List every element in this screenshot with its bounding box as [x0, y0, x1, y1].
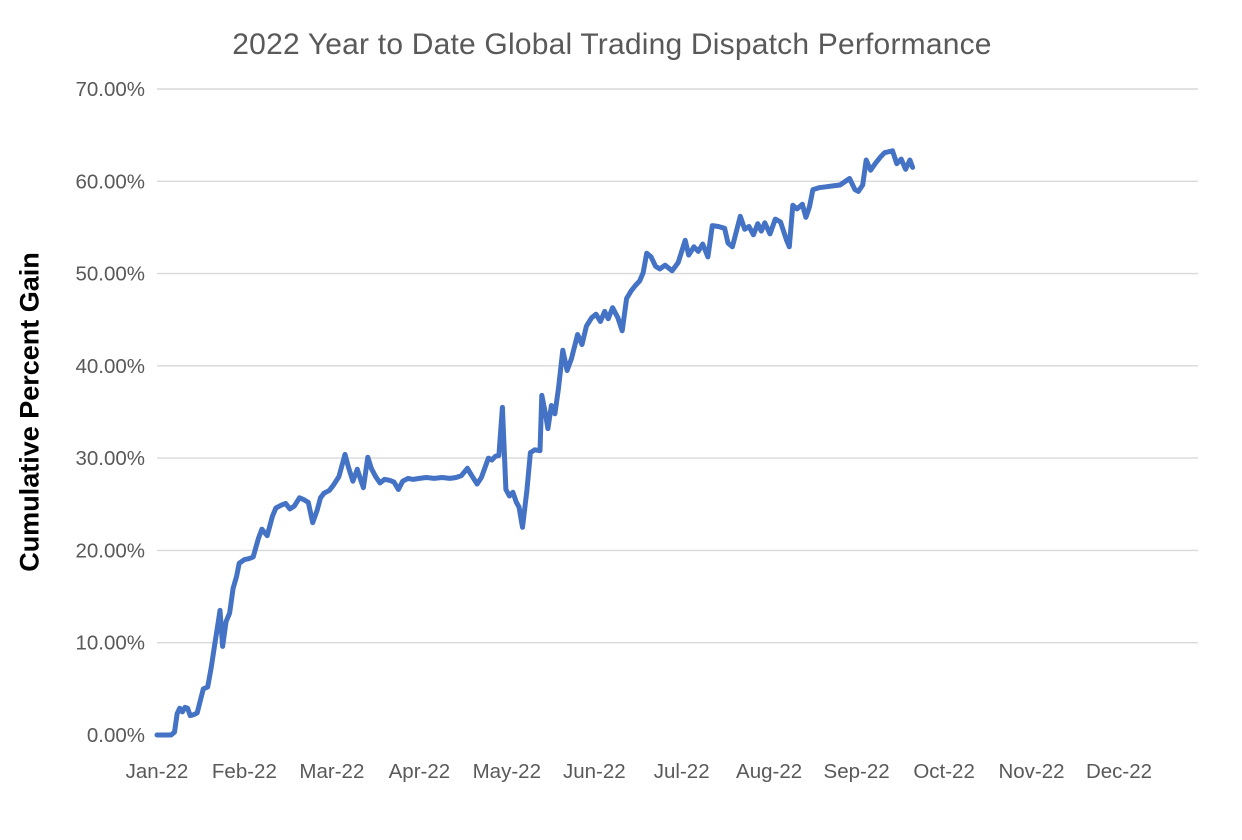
performance-line-series: [154, 148, 916, 738]
y-tick-label: 30.00%: [75, 447, 145, 470]
x-axis-tick-labels: Jan-22 Feb-22 Mar-22 Apr-22 May-22 Jun-22 Jul-…: [126, 760, 1152, 783]
x-tick-label: Sep-22: [824, 760, 890, 783]
x-tick-label: Jan-22: [126, 760, 189, 783]
y-axis-tick-labels: 0.00% 10.00% 20.00% 30.00% 40.00% 50.00% 60.00…: [75, 78, 145, 747]
y-tick-label: 40.00%: [75, 355, 145, 378]
y-tick-label: 60.00%: [75, 170, 145, 193]
x-tick-label: Aug-22: [736, 760, 802, 783]
y-tick-label: 70.00%: [75, 78, 145, 101]
x-tick-label: Oct-22: [913, 760, 975, 783]
x-tick-label: Nov-22: [998, 760, 1064, 783]
gridlines: [157, 88, 1198, 644]
x-tick-label: Mar-22: [299, 760, 364, 783]
y-tick-label: 50.00%: [75, 263, 145, 286]
y-tick-label: 20.00%: [75, 539, 145, 562]
x-tick-label: Dec-22: [1086, 760, 1152, 783]
x-tick-label: Jul-22: [654, 760, 710, 783]
x-tick-label: May-22: [473, 760, 541, 783]
y-tick-label: 10.00%: [75, 632, 145, 655]
x-tick-label: Jun-22: [563, 760, 626, 783]
x-tick-label: Feb-22: [212, 760, 277, 783]
y-tick-label: 0.00%: [87, 724, 145, 747]
x-tick-label: Apr-22: [389, 760, 451, 783]
chart-title: 2022 Year to Date Global Trading Dispatc…: [232, 28, 992, 61]
